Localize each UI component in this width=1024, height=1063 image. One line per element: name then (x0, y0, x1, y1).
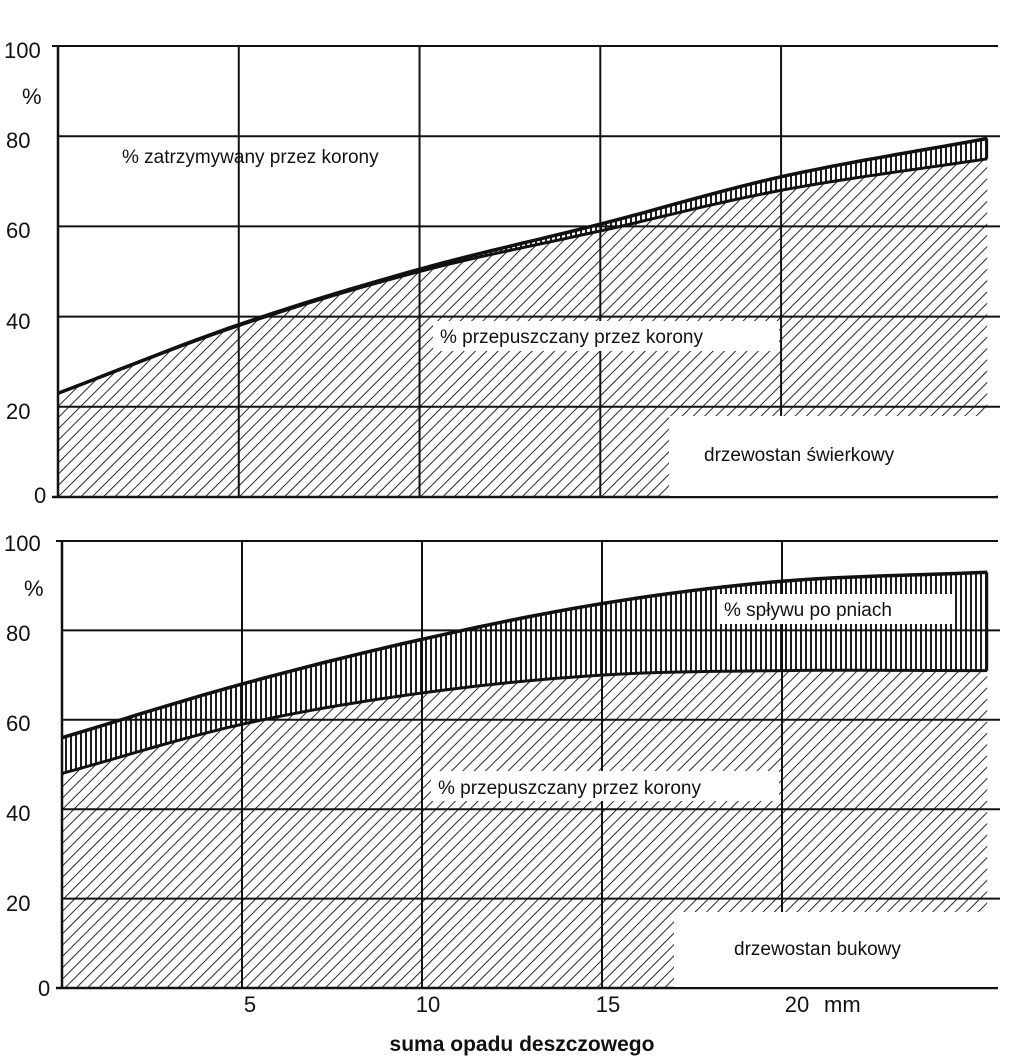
spruce-lines (57, 136, 989, 395)
spruce-y-ticks: 100% 80 60 40 20 0 (4, 38, 46, 508)
retained-label: % zatrzymywany przez korony (122, 147, 379, 168)
beech-panel: 100% 80 60 40 20 0 5 10 15 20 mm % spływu po pnia… (4, 531, 1000, 1017)
passed-label: % przepuszczany przez korony (440, 327, 703, 348)
y-tick-label: 40 (6, 309, 30, 334)
y-tick-label: 0 (34, 483, 46, 508)
y-tick-label: 0 (38, 976, 50, 1001)
beech-y-ticks: 100% 80 60 40 20 0 (4, 531, 50, 1001)
passed-area (62, 670, 988, 988)
stemflow-label-bg (717, 594, 955, 624)
beech-lines (61, 570, 989, 775)
stemflow-band (58, 138, 988, 394)
spruce-panel: 100% 80 60 40 20 0 % zatrzymywany przez koron… (4, 38, 1000, 508)
series-line-total (61, 570, 988, 740)
spruce-stand-label: drzewostan świerkowy (704, 445, 895, 466)
y-tick-label: 100 (4, 38, 41, 63)
x-tick-label: 15 (596, 992, 620, 1017)
series-line-passed (61, 668, 988, 775)
y-unit-label: % (24, 576, 44, 601)
y-tick-label: 80 (6, 621, 30, 646)
x-unit-label: mm (824, 992, 861, 1017)
y-tick-label: 80 (6, 128, 30, 153)
y-tick-label: 40 (6, 801, 30, 826)
spruce-label-box (669, 416, 996, 496)
beech-grid (56, 540, 1000, 990)
y-tick-label: 20 (6, 399, 30, 424)
x-tick-label: 20 (785, 992, 809, 1017)
beech-passed-label: % przepuszczany przez korony (438, 778, 701, 799)
y-tick-label: 60 (6, 711, 30, 736)
stemflow-label: % spływu po pniach (724, 600, 892, 621)
beech-x-ticks: 5 10 15 20 mm (244, 992, 861, 1017)
y-tick-label: 100 (4, 531, 41, 556)
x-axis-title: suma opadu deszczowego (390, 1033, 655, 1056)
beech-passed-label-bg (431, 771, 779, 801)
y-unit-label: % (22, 84, 42, 109)
x-tick-label: 10 (416, 992, 440, 1017)
series-line-total (57, 136, 988, 395)
passed-label-bg (433, 321, 779, 351)
x-tick-label: 5 (244, 992, 256, 1017)
beech-label-box (674, 912, 998, 987)
y-tick-label: 20 (6, 891, 30, 916)
y-tick-label: 60 (6, 218, 30, 243)
beech-stand-label: drzewostan bukowy (734, 939, 901, 960)
